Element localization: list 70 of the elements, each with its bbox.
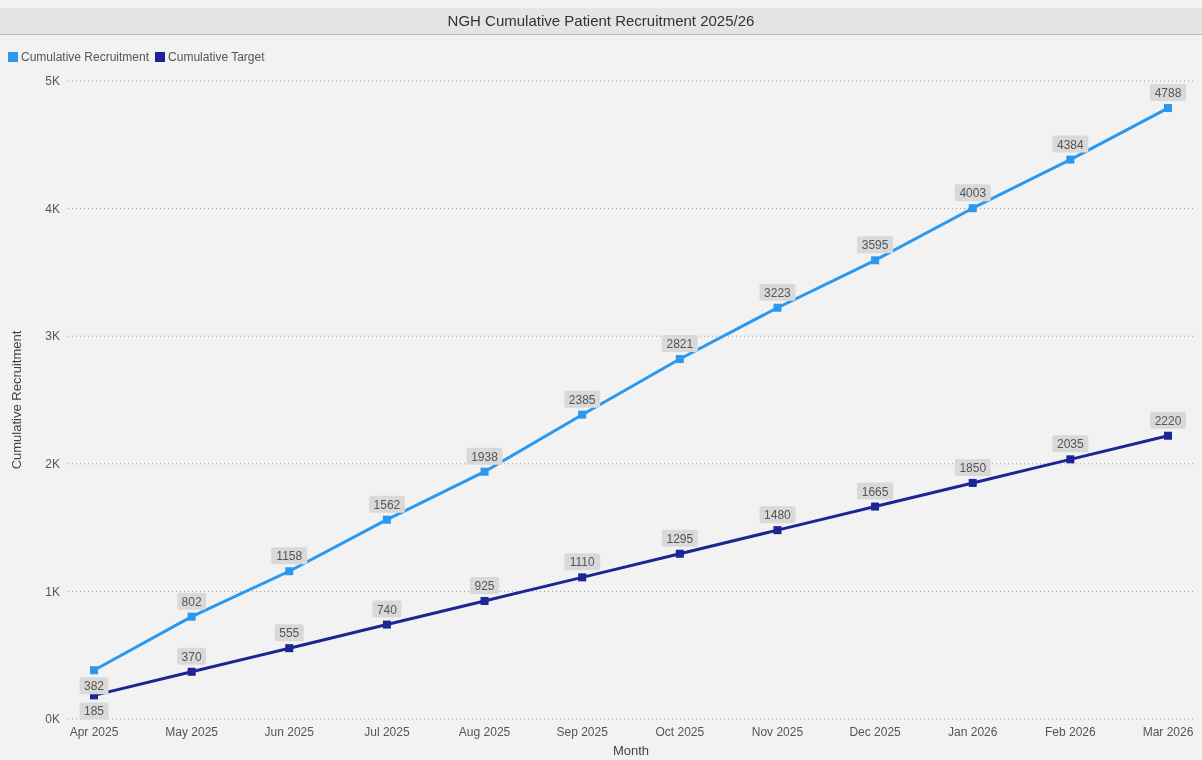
x-tick-label: Aug 2025 xyxy=(458,724,511,739)
point xyxy=(90,666,98,675)
point xyxy=(773,303,782,312)
x-tick-label: Nov 2025 xyxy=(751,724,804,739)
y-tick-label: 1K xyxy=(45,584,60,599)
point xyxy=(968,478,977,487)
data-label: 802 xyxy=(181,594,202,609)
y-axis-title: Cumulative Recruitment xyxy=(8,330,24,470)
data-label: 1665 xyxy=(861,484,889,499)
point xyxy=(480,596,489,605)
point xyxy=(675,549,684,558)
point xyxy=(578,410,587,419)
x-tick-label: May 2025 xyxy=(165,724,219,739)
x-axis-title: Month xyxy=(612,743,650,758)
x-tick-label: Oct 2025 xyxy=(655,724,705,739)
legend-label: Cumulative Recruitment xyxy=(20,50,150,64)
data-label: 2035 xyxy=(1057,437,1085,452)
point xyxy=(968,204,977,213)
point xyxy=(1066,455,1075,464)
y-tick-label: 4K xyxy=(45,201,60,216)
data-label: 4384 xyxy=(1057,137,1085,152)
x-tick-label: Jun 2025 xyxy=(264,724,315,739)
data-label: 2385 xyxy=(568,392,596,407)
data-label: 1110 xyxy=(569,555,595,570)
y-tick-label: 2K xyxy=(45,457,60,472)
x-tick-label: Apr 2025 xyxy=(69,724,119,739)
y-tick-label: 5K xyxy=(45,74,60,89)
data-label: 925 xyxy=(474,578,495,593)
point xyxy=(578,573,587,582)
data-label: 4003 xyxy=(959,186,987,201)
data-label: 1480 xyxy=(764,508,792,523)
point xyxy=(285,644,294,653)
data-label: 1158 xyxy=(276,549,303,564)
data-label: 382 xyxy=(83,679,105,694)
x-tick-label: Mar 2026 xyxy=(1142,724,1194,739)
data-label: 555 xyxy=(279,626,300,641)
chart-title: NGH Cumulative Patient Recruitment 2025/26 xyxy=(0,8,1202,35)
point xyxy=(871,502,880,511)
data-label: 2220 xyxy=(1154,413,1182,428)
data-label: 1938 xyxy=(471,449,499,464)
data-label: 370 xyxy=(181,649,202,664)
y-tick-label: 0K xyxy=(45,712,60,727)
point xyxy=(480,467,489,476)
y-tick-label: 3K xyxy=(45,329,60,344)
point xyxy=(187,612,196,621)
point xyxy=(382,620,391,629)
x-tick-label: Jan 2026 xyxy=(948,724,998,739)
data-label: 740 xyxy=(376,602,398,617)
data-label: 2821 xyxy=(666,337,694,352)
point xyxy=(675,355,684,364)
x-tick-label: Sep 2025 xyxy=(556,724,609,739)
point xyxy=(1164,104,1172,113)
data-label: 3223 xyxy=(764,285,792,300)
legend-label: Cumulative Target xyxy=(167,50,265,64)
x-tick-label: Jul 2025 xyxy=(364,724,410,739)
point xyxy=(1066,155,1075,164)
point xyxy=(382,515,391,524)
data-label: 185 xyxy=(83,704,105,719)
data-label: 1850 xyxy=(959,460,987,475)
x-tick-label: Dec 2025 xyxy=(849,724,902,739)
point xyxy=(773,526,782,535)
point xyxy=(187,667,196,676)
point xyxy=(871,256,880,265)
data-label: 1562 xyxy=(373,497,401,512)
point xyxy=(1164,431,1172,440)
x-tick-label: Feb 2026 xyxy=(1045,724,1097,739)
data-label: 3595 xyxy=(861,238,889,253)
data-label: 4788 xyxy=(1154,86,1182,101)
data-label: 1295 xyxy=(666,531,694,546)
point xyxy=(285,567,294,576)
